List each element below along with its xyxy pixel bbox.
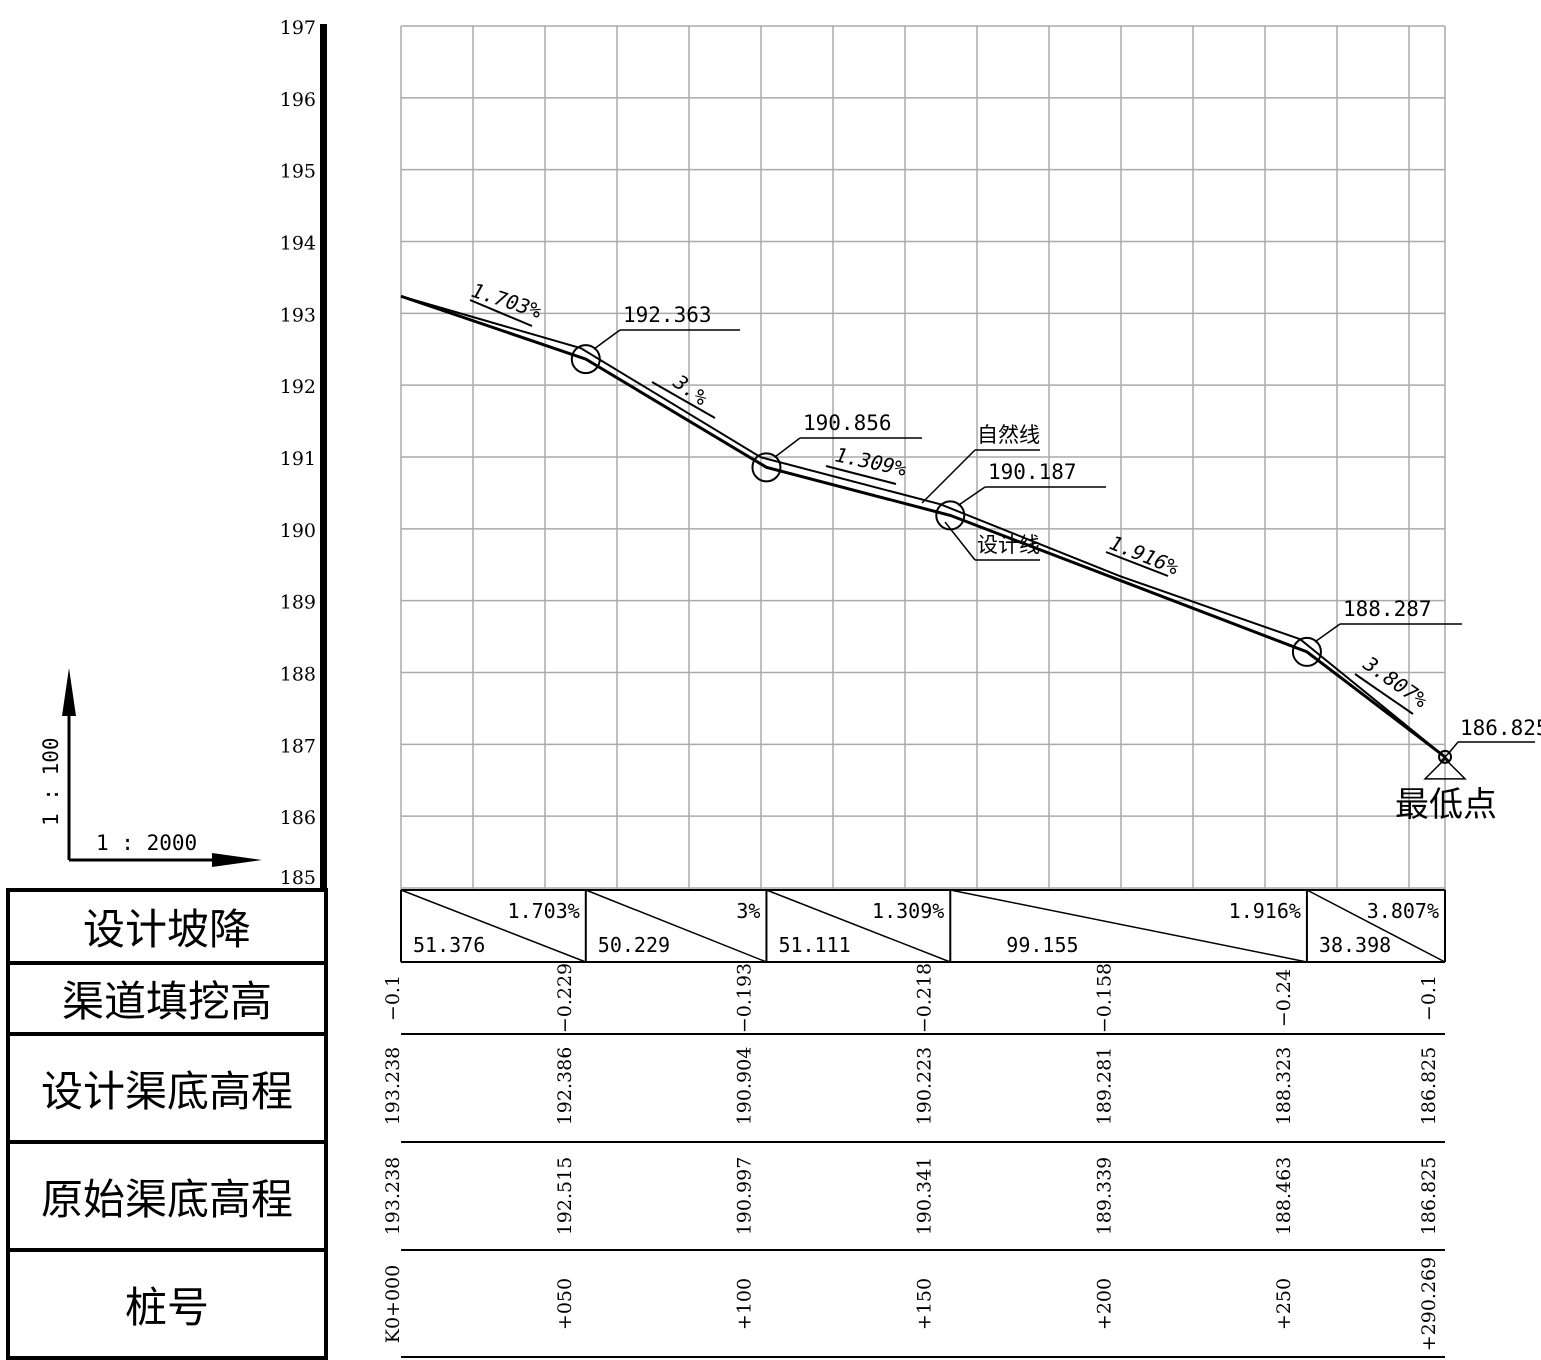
vertex-elevation-label: 190.187: [988, 460, 1077, 484]
arrow-up-icon: [62, 668, 76, 716]
fill-cut-value: −0.1: [1418, 975, 1440, 1021]
leader-line: [1449, 742, 1458, 753]
annotations: 192.363 190.856 190.187 188.287 186.825 最低点 1.…: [468, 278, 1541, 825]
segment-length: 38.398: [1319, 933, 1391, 957]
original-elevation-value: 190.341: [914, 1157, 936, 1236]
slope-value: 1.916%: [1229, 899, 1301, 923]
y-tick-label: 186: [280, 807, 316, 829]
station-value: +290.269: [1418, 1257, 1440, 1352]
original-elevation-value: 189.339: [1093, 1157, 1115, 1236]
fill-cut-value: −0.193: [734, 963, 756, 1033]
design-elevation-value: 193.238: [382, 1047, 404, 1126]
station-value: +250: [1273, 1278, 1295, 1330]
slope-label: 1.309%: [833, 442, 909, 480]
original-elevation-value: 192.515: [554, 1157, 576, 1236]
profile-lines: [401, 296, 1445, 757]
slope-label: 1.916%: [1106, 530, 1182, 579]
label-fill-cut: 渠道填挖高: [6, 961, 328, 1036]
y-axis: 197 196 195 194 193 192 191 190 189 188 187 186 185: [280, 17, 327, 890]
vertex-elevation-label: 190.856: [803, 411, 892, 435]
label-original-elevation: 原始渠底高程: [6, 1140, 328, 1252]
leader-line: [1315, 624, 1340, 642]
y-tick-label: 193: [280, 304, 316, 326]
natural-line-label: 自然线: [977, 423, 1040, 447]
y-tick-label: 195: [280, 161, 316, 183]
leader-line: [774, 438, 800, 457]
station-value: +100: [734, 1278, 756, 1330]
design-elevation-value: 188.323: [1273, 1047, 1295, 1126]
segment-length: 99.155: [1006, 933, 1078, 957]
design-elevation-value: 186.825: [1418, 1047, 1440, 1126]
slope-value: 1.309%: [872, 899, 944, 923]
y-tick-label: 192: [280, 376, 316, 398]
scale-vertical-label: 1 : 100: [39, 737, 63, 826]
vertex-elevation-label: 192.363: [623, 303, 712, 327]
station-value: +050: [554, 1278, 576, 1330]
original-elevation-value: 186.825: [1418, 1157, 1440, 1236]
scale-horizontal-label: 1 : 2000: [96, 831, 197, 855]
fill-cut-value: −0.229: [554, 963, 576, 1033]
grid: [401, 26, 1445, 890]
vertex-elevation-label: 188.287: [1343, 597, 1432, 621]
design-elevation-value: 192.386: [554, 1047, 576, 1126]
label-station: 桩号: [6, 1248, 328, 1360]
slope-label: 3.807%: [1358, 651, 1432, 713]
slope-value: 3.807%: [1367, 899, 1439, 923]
scale-indicator: 1 : 2000 1 : 100: [39, 668, 262, 867]
fill-cut-value: −0.158: [1093, 963, 1115, 1033]
original-elevation-value: 188.463: [1273, 1157, 1295, 1236]
y-tick-label: 187: [280, 735, 316, 757]
leader-line: [958, 487, 985, 505]
design-elevation-value: 190.223: [914, 1047, 936, 1126]
y-tick-label: 191: [280, 448, 316, 470]
lowest-point-label: 最低点: [1395, 785, 1497, 825]
design-elevation-value: 189.281: [1093, 1047, 1115, 1126]
segment-length: 51.376: [413, 933, 485, 957]
leader-line: [945, 522, 975, 560]
fill-cut-value: −0.24: [1273, 969, 1295, 1027]
station-value: +150: [914, 1278, 936, 1330]
station-value: +200: [1093, 1278, 1115, 1330]
natural-line: [401, 296, 1445, 757]
y-tick-label: 190: [280, 520, 316, 542]
segment-length: 50.229: [598, 933, 670, 957]
y-tick-label: 189: [280, 592, 316, 614]
leader-line: [922, 450, 975, 503]
y-tick-label: 188: [280, 664, 316, 686]
design-line-label: 设计线: [977, 533, 1040, 557]
segment-length: 51.111: [778, 933, 850, 957]
y-tick-label: 197: [280, 17, 316, 39]
y-axis-bar: [320, 24, 327, 890]
fill-cut-value: −0.1: [382, 975, 404, 1021]
leader-line: [594, 330, 620, 349]
slope-value: 1.703%: [508, 899, 580, 923]
design-elevation-value: 190.904: [734, 1047, 756, 1126]
design-line: [401, 296, 1445, 757]
fill-cut-value: −0.218: [914, 963, 936, 1033]
y-tick-label: 196: [280, 89, 316, 111]
vertex-elevation-label: 186.825: [1460, 716, 1541, 740]
original-elevation-value: 193.238: [382, 1157, 404, 1236]
arrow-right-icon: [212, 853, 262, 867]
label-design-slope: 设计坡降: [6, 888, 328, 965]
data-table: 1.703% 51.376 3% 50.229 1.309% 51.111 1.916% 99…: [382, 890, 1445, 1357]
original-elevation-value: 190.997: [734, 1157, 756, 1236]
y-tick-label: 185: [280, 867, 316, 889]
station-value: K0+000: [382, 1265, 404, 1343]
y-tick-label: 194: [280, 233, 316, 255]
slope-value: 3%: [736, 899, 760, 923]
label-design-elevation: 设计渠底高程: [6, 1032, 328, 1144]
